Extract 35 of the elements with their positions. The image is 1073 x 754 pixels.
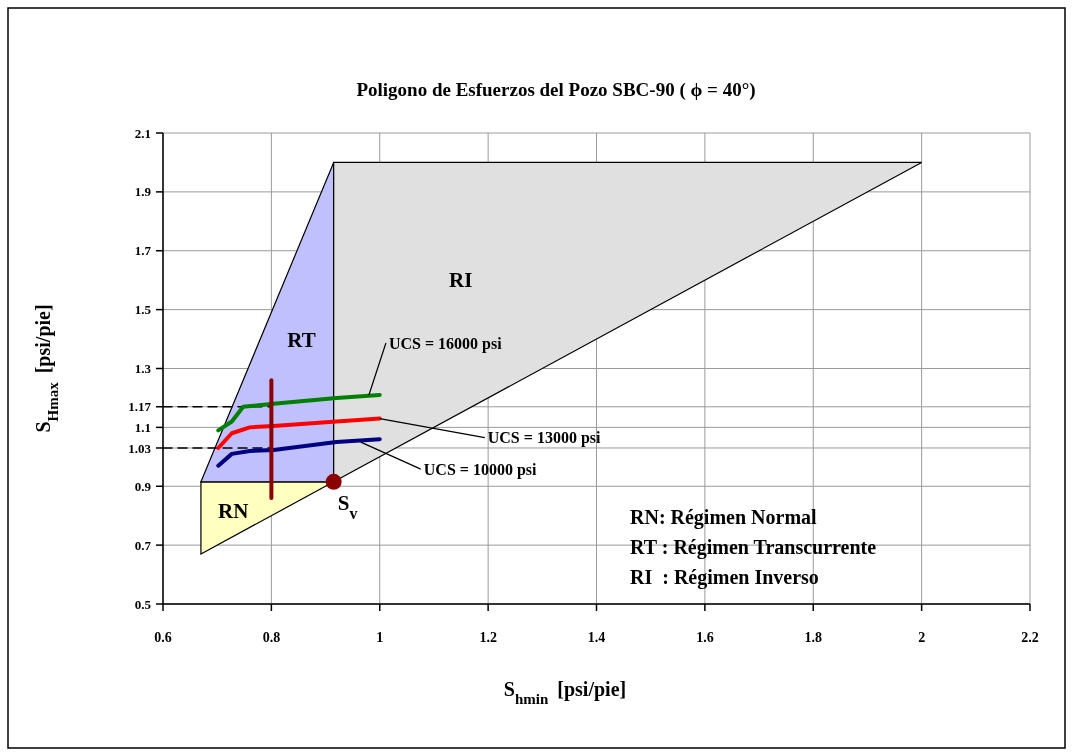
x-tick-label: 1.2 xyxy=(479,630,497,645)
annotation: RI : Régimen Inverso xyxy=(630,566,819,589)
series-label: RT xyxy=(287,327,316,352)
y-tick-label: 1.03 xyxy=(128,440,152,456)
chart-title: Poligono de Esfuerzos del Pozo SBC-90 ( ϕ = 40°) xyxy=(356,79,756,101)
y-tick-label: 1.3 xyxy=(134,361,152,377)
x-tick-label: 1.6 xyxy=(696,630,714,645)
line-series xyxy=(216,416,382,450)
y-tick-label: 0.9 xyxy=(134,478,152,494)
annotation: UCS = 16000 psi xyxy=(388,334,503,353)
x-tick-label: 1.8 xyxy=(804,630,822,645)
x-tick-label: 2.2 xyxy=(1021,630,1039,645)
annotation: UCS = 13000 psi xyxy=(487,429,601,448)
y-tick-label: 2.1 xyxy=(134,125,151,141)
x-tick-label: 0.8 xyxy=(262,630,281,645)
y-tick-label: 1.9 xyxy=(134,184,152,200)
annotation: UCS = 10000 psi xyxy=(423,460,538,479)
x-axis-title: S$_{hmin}$ [psi/pie] xyxy=(503,678,627,707)
annotation: RN: Régimen Normal xyxy=(630,506,818,529)
x-tick-label: 1.4 xyxy=(587,630,606,645)
series-label: RN xyxy=(218,499,249,524)
y-tick-label: 1.5 xyxy=(134,302,152,318)
x-tick-label: 0.6 xyxy=(154,630,172,645)
line-series xyxy=(216,437,382,468)
y-tick-label: 1.17 xyxy=(128,399,152,415)
x-tick-label: 1 xyxy=(376,630,384,645)
series-label: S$_{v}$ xyxy=(337,490,358,522)
y-tick-label: 0.5 xyxy=(134,596,152,612)
line-series xyxy=(216,392,382,433)
y-tick-label: 1.7 xyxy=(134,243,152,259)
annotation: RT : Régimen Transcurrente xyxy=(630,536,877,559)
y-tick-label: 1.1 xyxy=(134,419,151,435)
y-tick-label: 0.7 xyxy=(134,537,152,553)
series-label: RI xyxy=(449,268,473,293)
x-tick-label: 2 xyxy=(918,630,926,645)
